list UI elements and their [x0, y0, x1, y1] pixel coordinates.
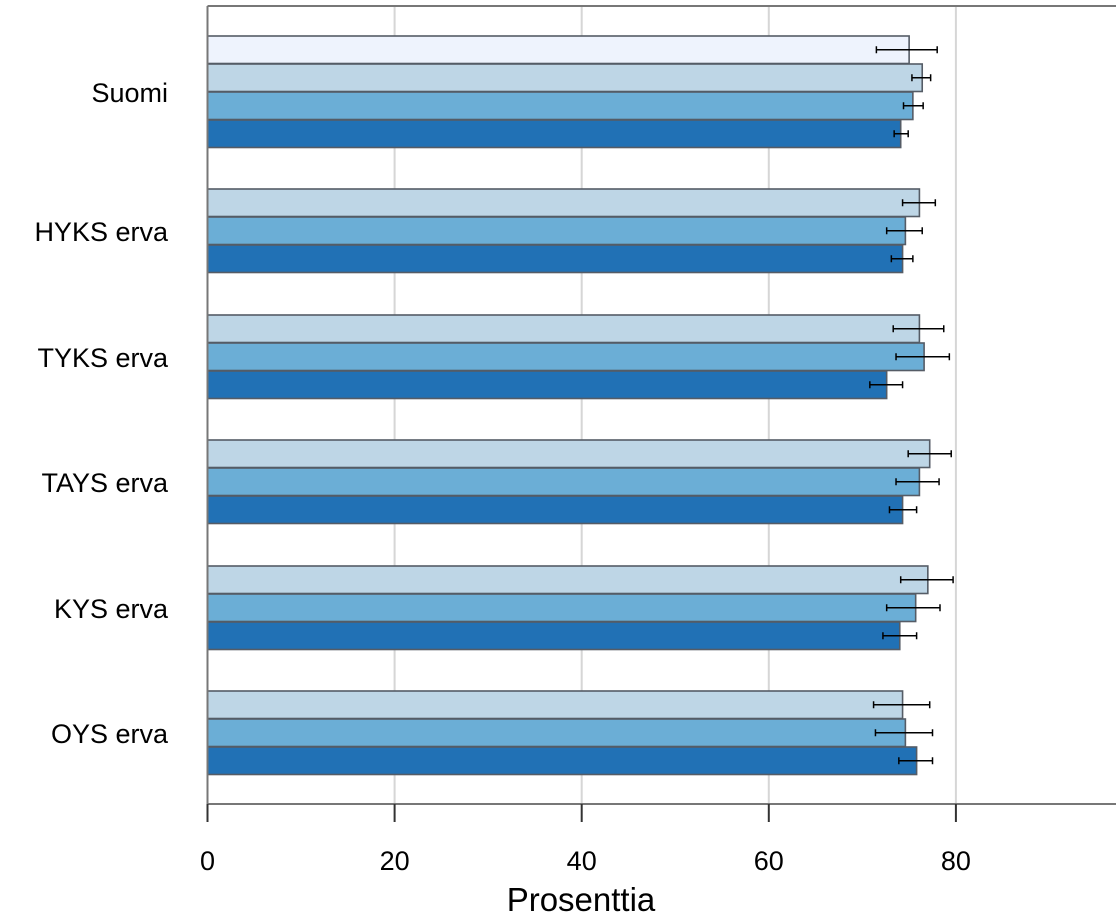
- category-label: TYKS erva: [37, 343, 169, 373]
- bar: [206, 188, 921, 218]
- error-bar: [899, 576, 954, 584]
- error-bar: [895, 353, 951, 361]
- plot-frame: [206, 5, 1116, 805]
- bar: [206, 467, 921, 497]
- error-bar: [890, 255, 914, 263]
- bar: [206, 342, 925, 372]
- error-bar: [869, 381, 904, 389]
- category-label: Suomi: [91, 78, 168, 108]
- error-bar: [893, 130, 909, 138]
- error-bars: [869, 46, 954, 765]
- bar: [206, 495, 904, 525]
- bar: [206, 216, 907, 246]
- error-bar: [882, 632, 918, 640]
- bar: [206, 91, 914, 121]
- error-bar: [907, 450, 952, 458]
- bar: [206, 746, 918, 776]
- bar: [206, 718, 907, 748]
- tick-label: 60: [754, 846, 784, 876]
- category-label: KYS erva: [54, 594, 169, 624]
- bar: [206, 314, 921, 344]
- error-bar: [902, 102, 924, 110]
- category-label: HYKS erva: [34, 217, 169, 247]
- error-bar: [872, 701, 931, 709]
- error-bar: [911, 74, 932, 82]
- category-labels: Suomi HYKS erva TYKS erva TAYS erva KYS erva…: [34, 78, 169, 749]
- bar: [206, 439, 931, 469]
- error-bar: [895, 478, 940, 486]
- bar: [206, 35, 910, 65]
- bar: [206, 565, 929, 595]
- error-bar: [892, 325, 945, 333]
- bar: [206, 370, 888, 400]
- tick-label: 20: [380, 846, 410, 876]
- error-bar: [874, 729, 934, 737]
- bar: [206, 593, 917, 623]
- bar: [206, 119, 902, 149]
- tick-label: 0: [200, 846, 215, 876]
- bar: [206, 244, 904, 274]
- tick-label: 80: [941, 846, 971, 876]
- error-bar: [901, 199, 937, 207]
- bar: [206, 690, 904, 720]
- x-axis-ticks: 0 20 40 60 80: [200, 804, 971, 876]
- x-axis-title: Prosenttia: [507, 881, 656, 917]
- error-bar: [875, 46, 938, 54]
- error-bar: [888, 506, 918, 514]
- tick-label: 40: [567, 846, 597, 876]
- bar: [206, 63, 924, 93]
- bars: [206, 35, 931, 776]
- category-label: TAYS erva: [41, 468, 169, 498]
- error-bar: [885, 604, 941, 612]
- error-bar: [898, 757, 934, 765]
- category-label: OYS erva: [51, 719, 169, 749]
- error-bar: [885, 227, 923, 235]
- bar: [206, 621, 901, 651]
